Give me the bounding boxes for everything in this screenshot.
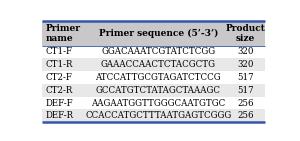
- Bar: [42, 71, 265, 84]
- Text: 320: 320: [237, 60, 253, 69]
- Text: 320: 320: [237, 47, 253, 56]
- Text: CT1-R: CT1-R: [46, 60, 73, 69]
- Text: DEF-F: DEF-F: [46, 99, 73, 108]
- Text: 517: 517: [237, 86, 253, 95]
- Text: Product
size: Product size: [225, 24, 265, 43]
- Text: 517: 517: [237, 73, 253, 82]
- Text: Primer sequence (5’-3’): Primer sequence (5’-3’): [98, 29, 218, 38]
- Text: Primer
name: Primer name: [46, 24, 81, 43]
- Bar: [42, 109, 265, 122]
- Text: CT2-F: CT2-F: [46, 73, 73, 82]
- Bar: [42, 21, 265, 46]
- Bar: [42, 97, 265, 109]
- Text: GAAACCAACTCTACGCTG: GAAACCAACTCTACGCTG: [101, 60, 216, 69]
- Text: CCACCATGCTTTAATGAGTCGGG: CCACCATGCTTTAATGAGTCGGG: [85, 111, 231, 120]
- Text: ATCCATTGCGTAGATCTCCG: ATCCATTGCGTAGATCTCCG: [95, 73, 221, 82]
- Bar: [42, 46, 265, 58]
- Text: 256: 256: [237, 99, 253, 108]
- Bar: [42, 84, 265, 97]
- Text: CT1-F: CT1-F: [46, 47, 73, 56]
- Text: CT2-R: CT2-R: [46, 86, 73, 95]
- Text: GGACAAATCGTATCTCGG: GGACAAATCGTATCTCGG: [101, 47, 215, 56]
- Bar: [42, 58, 265, 71]
- Text: DEF-R: DEF-R: [46, 111, 74, 120]
- Text: 256: 256: [237, 111, 253, 120]
- Text: AAGAATGGTTGGGCAATGTGC: AAGAATGGTTGGGCAATGTGC: [91, 99, 225, 108]
- Text: GCCATGTCTATAGCTAAAGC: GCCATGTCTATAGCTAAAGC: [96, 86, 221, 95]
